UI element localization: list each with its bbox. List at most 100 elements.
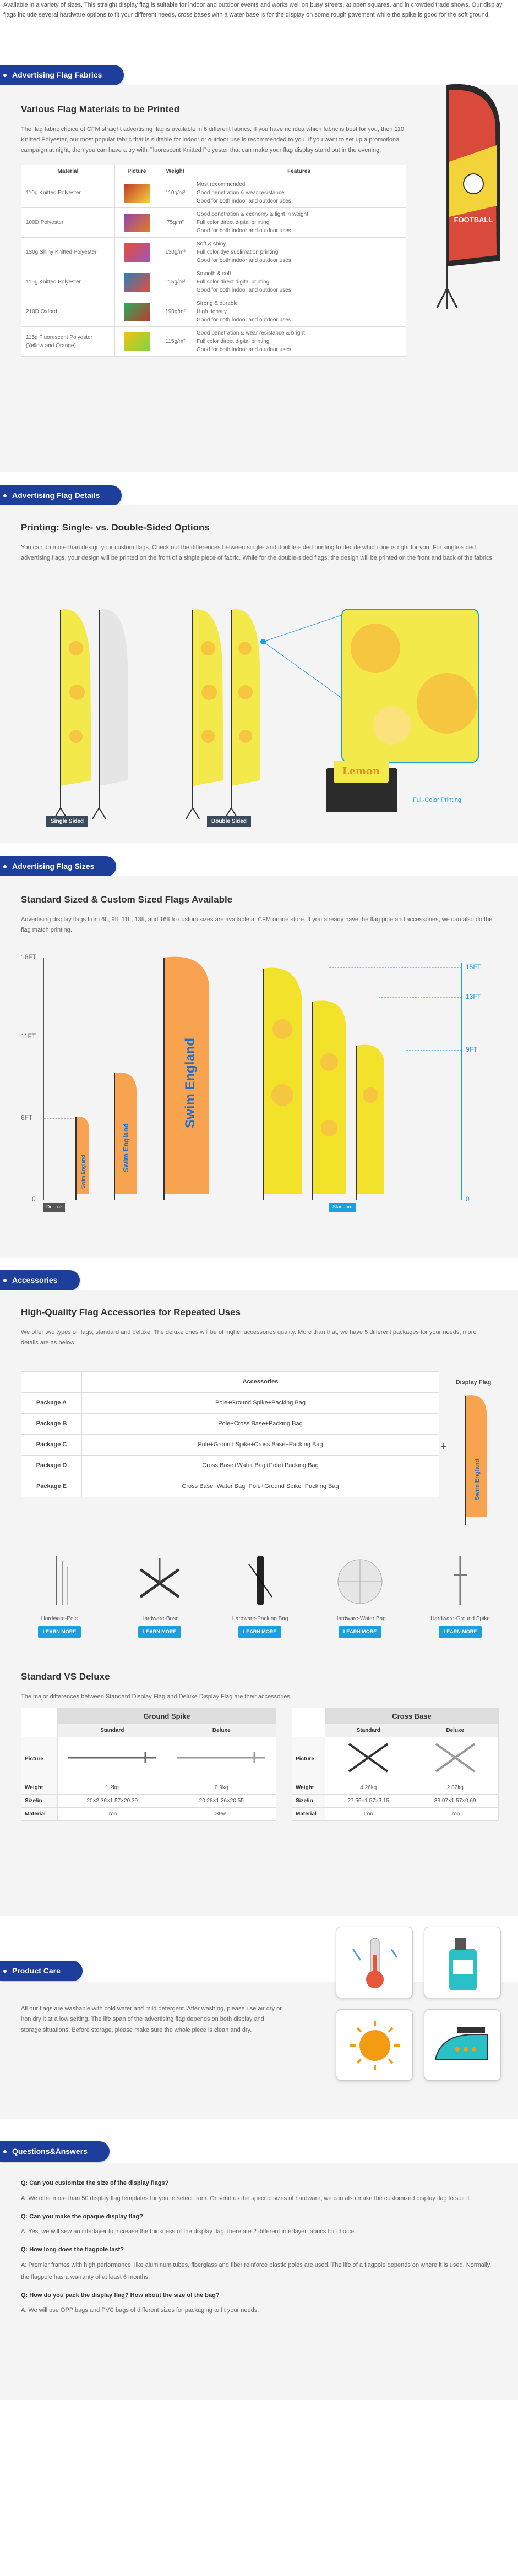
cross-weight-standard: 4.26kg <box>325 1781 412 1795</box>
fabric-weight: 115g/m² <box>159 267 192 298</box>
full-color-printing-label: Full-Color Printing <box>413 797 462 803</box>
spike-weight-standard: 1.2kg <box>57 1781 167 1795</box>
spike-deluxe: Deluxe <box>166 1724 276 1737</box>
details-tab-row: Advertising Flag Details <box>0 472 518 506</box>
fabric-row: 115g Fluorescent Polyester (Yellow and O… <box>21 326 406 357</box>
detergent-icon <box>424 1927 501 1998</box>
fabrics-table: Material Picture Weight Features 110g Kn… <box>21 165 406 357</box>
package-row: Package D Cross Base+Water Bag+Pole+Packi… <box>21 1455 439 1476</box>
fabric-feature: Full color direct digital printing <box>197 220 270 226</box>
fabric-weight: 190g/m² <box>159 297 192 327</box>
hardware-card: Hardware-Water Bag LEARN MORE <box>321 1553 399 1647</box>
package-items: Pole+Ground Spike+Packing Bag <box>81 1392 439 1414</box>
hardware-image <box>248 1556 272 1605</box>
fabric-weight: 110g/m² <box>159 178 192 209</box>
spike-size-standard: 20×2.36×1.57×20.39 <box>57 1794 167 1808</box>
fabric-feature: Full color direct digital printing <box>197 338 270 345</box>
accessories-section: High-Quality Flag Accessories for Repeat… <box>0 1290 518 1916</box>
cross-standard: Standard <box>325 1724 412 1737</box>
fabrics-heading: Various Flag Materials to be Printed <box>21 104 180 114</box>
flag-swim-large: Swim England <box>183 1038 198 1128</box>
hardware-image <box>139 1558 180 1599</box>
spike-material-label: Material <box>21 1807 58 1821</box>
fabric-picture <box>114 237 159 268</box>
fabric-swatch-image <box>123 243 150 262</box>
package-items: Cross Base+Water Bag+Pole+Ground Spike+P… <box>81 1476 439 1497</box>
display-flag-header: Display Flag <box>455 1379 492 1386</box>
cross-table: Cross Base Standard Deluxe Picture Weight… <box>292 1708 499 1821</box>
flag-swim-small: Swim England <box>80 1155 86 1189</box>
fabric-picture <box>114 297 159 327</box>
fabric-feature: Full color dye sublimation printing <box>197 249 279 256</box>
single-sided-label: Single Sided <box>46 816 89 827</box>
fabric-feature: Good for both indoor and outdoor uses <box>197 228 291 234</box>
right-tick-9ft: 9FT <box>466 1046 478 1053</box>
deluxe-flags-image: Swim England Swim England Swim England <box>75 956 209 1200</box>
cross-material-deluxe: Iron <box>411 1807 499 1821</box>
qa-answer: A: We offer more than 50 display flag te… <box>21 2195 471 2202</box>
learn-more-button[interactable]: LEARN MORE <box>238 1626 282 1638</box>
fabric-features: Most recommended Good penetration & wear … <box>192 178 406 209</box>
hardware-card: Hardware-Packing Bag LEARN MORE <box>221 1553 298 1647</box>
cross-size-label: Size/in <box>292 1794 325 1808</box>
accessories-tab-row: Accessories <box>0 1258 518 1290</box>
fabric-features: Strong & durable High density Good for bot… <box>192 297 406 327</box>
fabric-weight: 75g/m² <box>159 207 192 238</box>
accessories-text: We offer two types of flags, standard an… <box>21 1328 477 1346</box>
double-sided-flags-image <box>186 609 260 819</box>
left-tick-16ft: 16FT <box>21 953 37 961</box>
spike-deluxe-image <box>166 1737 276 1781</box>
fabric-row: 130g Shiny Knitted Polyester 130g/m² Sof… <box>21 237 406 268</box>
fabric-feature: Good for both indoor and outdoor uses <box>197 317 291 324</box>
accessories-tab: Accessories <box>0 1270 80 1290</box>
fabric-picture <box>114 207 159 238</box>
qa-answer: A: Premier frames with high performance,… <box>21 2261 492 2280</box>
fabric-feature: Good penetration & wear resistance <box>197 190 285 196</box>
spike-size-deluxe: 20.28×1.26×20.55 <box>166 1794 276 1808</box>
spike-material-deluxe: Steel <box>166 1807 276 1821</box>
hardware-image <box>454 1556 467 1605</box>
fabric-feature: Good for both indoor and outdoor uses <box>197 198 291 205</box>
care-text: All our flags are washable with cold wat… <box>21 2005 282 2033</box>
qa-question: Q: Can you customize the size of the dis… <box>21 2180 169 2186</box>
learn-more-button[interactable]: LEARN MORE <box>338 1626 382 1638</box>
cross-deluxe-image <box>411 1737 499 1781</box>
deluxe-label: Deluxe <box>43 1203 66 1212</box>
hardware-name: Hardware-Base <box>140 1615 179 1622</box>
sizes-tab: Advertising Flag Sizes <box>0 856 117 877</box>
package-row: Package C Pole+Ground Spike+Cross Base+Pa… <box>21 1434 439 1456</box>
cross-material-label: Material <box>292 1807 325 1821</box>
package-name: Package D <box>21 1455 82 1476</box>
spike-standard: Standard <box>57 1724 167 1737</box>
learn-more-button[interactable]: LEARN MORE <box>438 1626 482 1638</box>
learn-more-button[interactable]: LEARN MORE <box>138 1626 182 1638</box>
spike-weight-deluxe: 0.9kg <box>166 1781 276 1795</box>
col-weight: Weight <box>159 165 192 179</box>
sizes-section: Standard Sized & Custom Sized Flags Avai… <box>0 876 518 1258</box>
iron-icon <box>424 2009 501 2081</box>
spike-picture-label: Picture <box>21 1737 58 1781</box>
fabric-feature: Good for both indoor and outdoor uses <box>197 347 291 353</box>
hardware-card: Hardware-Base LEARN MORE <box>121 1553 198 1647</box>
fabric-feature: Smooth & soft <box>197 271 231 277</box>
hardware-image <box>56 1556 68 1605</box>
fabric-material: 115g Fluorescent Polyester (Yellow and O… <box>21 326 115 357</box>
spike-weight-label: Weight <box>21 1781 58 1795</box>
package-name: Package E <box>21 1476 82 1497</box>
sun-dry-icon <box>336 2009 413 2081</box>
col-features: Features <box>192 165 406 179</box>
cross-weight-label: Weight <box>292 1781 325 1795</box>
care-tab-row: Product Care <box>0 1961 83 1981</box>
fabric-swatch-image <box>123 213 150 232</box>
cross-size-deluxe: 33.07×1.57×0.69 <box>411 1794 499 1808</box>
fabric-feature: Strong & durable <box>197 300 238 307</box>
plus-sign: + <box>440 1441 447 1453</box>
fabrics-tab: Advertising Flag Fabrics <box>0 65 124 85</box>
fabric-features: Good penetration & economy & light in we… <box>192 207 406 238</box>
qa-tab-row: Questions&Answers <box>0 2119 518 2163</box>
col-material: Material <box>21 165 115 179</box>
learn-more-button[interactable]: LEARN MORE <box>37 1626 81 1638</box>
fabric-weight: 130g/m² <box>159 237 192 268</box>
hardware-name: Hardware-Pole <box>41 1615 78 1622</box>
standard-label: Standard <box>329 1203 356 1212</box>
